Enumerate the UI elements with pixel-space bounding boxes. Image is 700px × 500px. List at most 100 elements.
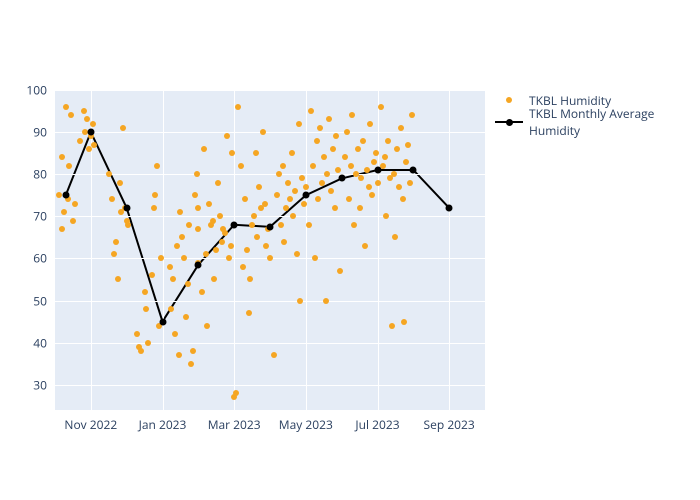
- scatter-point: [267, 255, 273, 261]
- scatter-point: [61, 209, 67, 215]
- scatter-point: [115, 276, 121, 282]
- line-marker: [410, 167, 417, 174]
- x-tick-label: Mar 2023: [208, 416, 261, 433]
- scatter-point: [177, 209, 183, 215]
- scatter-point: [308, 108, 314, 114]
- scatter-point: [66, 163, 72, 169]
- chart-container: TKBL HumidityTKBL Monthly Average Humidi…: [0, 0, 700, 500]
- scatter-point: [70, 218, 76, 224]
- gridline-x: [234, 90, 235, 410]
- scatter-point: [383, 213, 389, 219]
- scatter-point: [192, 192, 198, 198]
- scatter-point: [285, 180, 291, 186]
- gridline-x: [378, 90, 379, 410]
- scatter-point: [366, 184, 372, 190]
- scatter-point: [392, 234, 398, 240]
- legend-label: TKBL Monthly Average Humidity: [529, 105, 700, 139]
- scatter-point: [206, 201, 212, 207]
- scatter-point: [170, 276, 176, 282]
- gridline-x: [306, 90, 307, 410]
- scatter-point: [351, 222, 357, 228]
- scatter-point: [405, 142, 411, 148]
- scatter-point: [367, 121, 373, 127]
- scatter-point: [403, 159, 409, 165]
- scatter-point: [299, 175, 305, 181]
- scatter-point: [72, 201, 78, 207]
- scatter-point: [378, 104, 384, 110]
- scatter-point: [233, 390, 239, 396]
- scatter-point: [375, 180, 381, 186]
- scatter-point: [120, 125, 126, 131]
- scatter-point: [253, 150, 259, 156]
- scatter-point: [217, 213, 223, 219]
- x-tick-label: Jul 2023: [355, 416, 399, 433]
- scatter-point: [254, 234, 260, 240]
- scatter-point: [394, 146, 400, 152]
- scatter-point: [222, 230, 228, 236]
- scatter-point: [278, 222, 284, 228]
- scatter-point: [251, 213, 257, 219]
- scatter-point: [56, 192, 62, 198]
- scatter-point: [59, 226, 65, 232]
- scatter-point: [246, 310, 252, 316]
- x-tick-label: Jan 2023: [139, 416, 187, 433]
- scatter-point: [183, 314, 189, 320]
- scatter-point: [301, 201, 307, 207]
- scatter-point: [287, 196, 293, 202]
- scatter-point: [145, 340, 151, 346]
- gridline-x: [449, 90, 450, 410]
- scatter-point: [314, 138, 320, 144]
- scatter-point: [215, 180, 221, 186]
- scatter-point: [168, 306, 174, 312]
- scatter-point: [371, 159, 377, 165]
- scatter-point: [373, 150, 379, 156]
- legend-line-marker-icon: [506, 119, 513, 126]
- scatter-point: [274, 192, 280, 198]
- gridline-y: [55, 301, 485, 302]
- scatter-point: [337, 268, 343, 274]
- scatter-point: [312, 255, 318, 261]
- scatter-point: [360, 138, 366, 144]
- scatter-point: [172, 331, 178, 337]
- scatter-point: [228, 243, 234, 249]
- scatter-point: [349, 112, 355, 118]
- gridline-x: [163, 90, 164, 410]
- x-tick-label: May 2023: [279, 416, 333, 433]
- legend-item[interactable]: TKBL Monthly Average Humidity: [495, 112, 700, 132]
- scatter-point: [113, 239, 119, 245]
- scatter-point: [224, 133, 230, 139]
- scatter-point: [342, 154, 348, 160]
- scatter-point: [151, 205, 157, 211]
- scatter-point: [77, 138, 83, 144]
- scatter-point: [297, 298, 303, 304]
- gridline-y: [55, 132, 485, 133]
- y-tick-label: 100: [7, 82, 47, 99]
- scatter-point: [346, 196, 352, 202]
- scatter-point: [240, 264, 246, 270]
- scatter-point: [152, 192, 158, 198]
- scatter-point: [289, 150, 295, 156]
- scatter-point: [111, 251, 117, 257]
- scatter-point: [400, 196, 406, 202]
- scatter-point: [358, 175, 364, 181]
- scatter-point: [389, 323, 395, 329]
- x-tick-label: Nov 2022: [64, 416, 117, 433]
- legend-swatch: [495, 92, 523, 108]
- scatter-point: [344, 129, 350, 135]
- scatter-point: [142, 289, 148, 295]
- scatter-point: [369, 192, 375, 198]
- scatter-point: [195, 205, 201, 211]
- scatter-point: [242, 196, 248, 202]
- scatter-point: [317, 125, 323, 131]
- scatter-point: [319, 180, 325, 186]
- scatter-point: [91, 142, 97, 148]
- scatter-point: [290, 213, 296, 219]
- scatter-point: [143, 306, 149, 312]
- scatter-point: [332, 205, 338, 211]
- y-tick-label: 30: [7, 376, 47, 393]
- scatter-point: [326, 116, 332, 122]
- scatter-point: [194, 171, 200, 177]
- legend-swatch: [495, 114, 523, 130]
- scatter-point: [276, 171, 282, 177]
- line-marker: [231, 221, 238, 228]
